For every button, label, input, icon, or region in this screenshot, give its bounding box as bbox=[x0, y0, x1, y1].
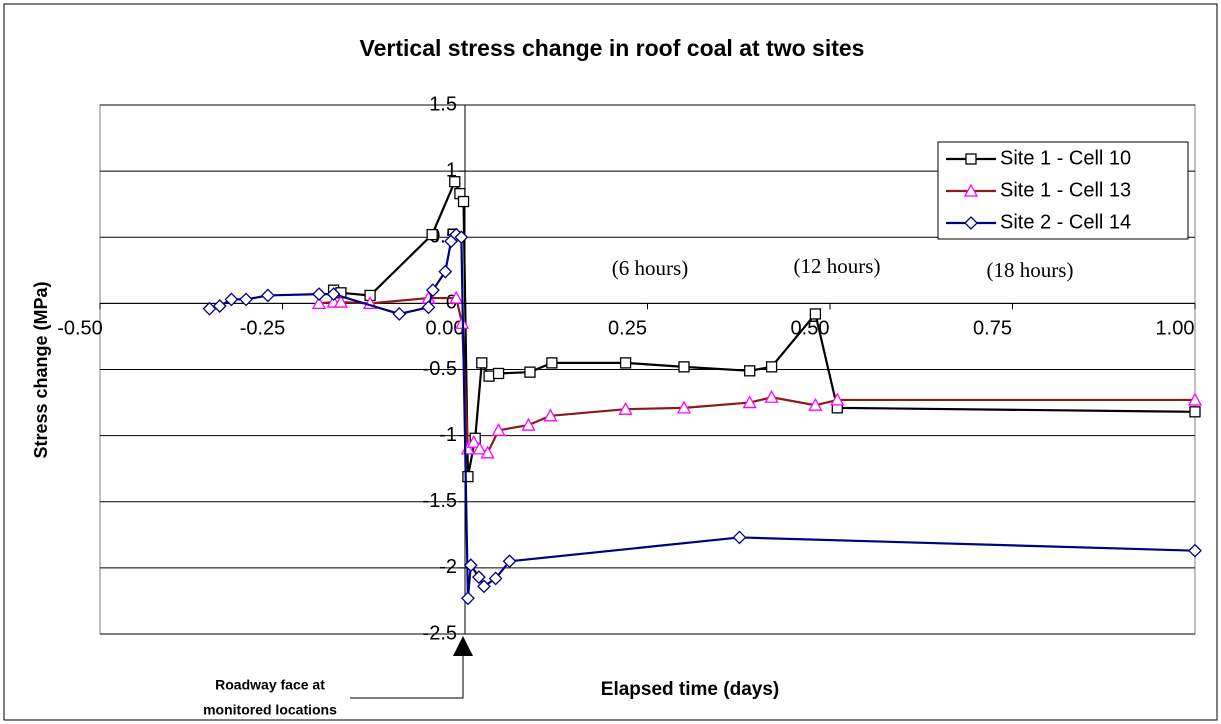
marker bbox=[521, 417, 536, 431]
marker bbox=[312, 287, 326, 302]
marker bbox=[333, 294, 348, 308]
marker bbox=[224, 292, 239, 307]
marker bbox=[619, 357, 632, 369]
marker bbox=[239, 292, 253, 307]
marker bbox=[449, 176, 461, 188]
series-line bbox=[209, 233, 1196, 599]
marker bbox=[426, 228, 438, 241]
marker bbox=[326, 287, 341, 302]
legend-marker bbox=[965, 153, 977, 165]
x-tick-label: -0.50 bbox=[57, 318, 103, 340]
y-tick-label: -0.5 bbox=[423, 358, 457, 380]
marker bbox=[1187, 392, 1203, 406]
annotation: (12 hours) bbox=[794, 254, 881, 278]
marker bbox=[808, 397, 823, 411]
marker bbox=[212, 299, 227, 313]
marker bbox=[488, 571, 503, 586]
marker bbox=[471, 570, 486, 585]
x-tick-label: 0.25 bbox=[608, 318, 647, 340]
marker bbox=[830, 392, 845, 406]
legend-marker bbox=[963, 183, 979, 197]
arrow-head bbox=[453, 636, 473, 656]
marker bbox=[809, 308, 822, 320]
x-tick-label: 0.00 bbox=[426, 318, 465, 340]
marker bbox=[311, 296, 327, 310]
marker bbox=[676, 400, 692, 414]
roadway-note: Roadway face at bbox=[215, 677, 325, 693]
marker bbox=[438, 264, 453, 279]
marker bbox=[461, 591, 475, 606]
marker bbox=[1188, 543, 1202, 558]
marker bbox=[476, 357, 488, 369]
marker bbox=[449, 290, 464, 304]
marker bbox=[454, 230, 469, 245]
marker bbox=[463, 558, 478, 573]
legend-marker bbox=[964, 216, 978, 230]
marker bbox=[472, 441, 487, 455]
marker bbox=[543, 408, 558, 422]
y-tick-label: 1 bbox=[446, 159, 457, 181]
x-axis-label: Elapsed time (days) bbox=[601, 679, 779, 700]
marker bbox=[764, 389, 779, 403]
legend-label: Site 1 - Cell 10 bbox=[1000, 147, 1131, 169]
marker bbox=[392, 307, 407, 321]
marker bbox=[744, 365, 756, 377]
marker bbox=[260, 288, 275, 303]
marker bbox=[1189, 406, 1201, 418]
y-tick-label: -2 bbox=[439, 556, 457, 578]
marker bbox=[742, 395, 757, 409]
marker bbox=[466, 434, 481, 448]
marker bbox=[425, 283, 440, 298]
y-tick-label: -2.5 bbox=[423, 622, 457, 644]
marker bbox=[483, 370, 495, 382]
y-tick-label: -1.5 bbox=[423, 490, 457, 512]
marker bbox=[502, 554, 517, 569]
legend-label: Site 2 - Cell 14 bbox=[1000, 211, 1131, 233]
x-tick-label: 1.00 bbox=[1156, 318, 1195, 340]
marker bbox=[546, 357, 558, 369]
x-tick-label: 0.75 bbox=[973, 318, 1012, 340]
marker bbox=[492, 367, 505, 380]
marker bbox=[524, 366, 536, 378]
annotation: (6 hours) bbox=[612, 256, 688, 280]
marker bbox=[480, 445, 495, 459]
chart-title: Vertical stress change in roof coal at t… bbox=[360, 35, 865, 61]
roadway-note: monitored locations bbox=[203, 702, 337, 718]
marker bbox=[462, 470, 474, 483]
y-tick-label: -1 bbox=[439, 424, 457, 446]
marker bbox=[765, 361, 778, 373]
arrow-line bbox=[350, 648, 464, 699]
annotation: (18 hours) bbox=[987, 258, 1074, 282]
legend-label: Site 1 - Cell 13 bbox=[1000, 179, 1131, 201]
marker bbox=[678, 361, 690, 373]
marker bbox=[457, 195, 470, 208]
x-tick-label: -0.25 bbox=[240, 318, 286, 340]
y-axis-label: Stress change (MPa) bbox=[31, 281, 51, 458]
y-tick-label: 1.5 bbox=[429, 93, 457, 115]
marker bbox=[618, 401, 633, 415]
marker bbox=[421, 300, 436, 315]
marker bbox=[732, 530, 747, 545]
marker bbox=[477, 579, 491, 594]
marker bbox=[491, 422, 506, 436]
